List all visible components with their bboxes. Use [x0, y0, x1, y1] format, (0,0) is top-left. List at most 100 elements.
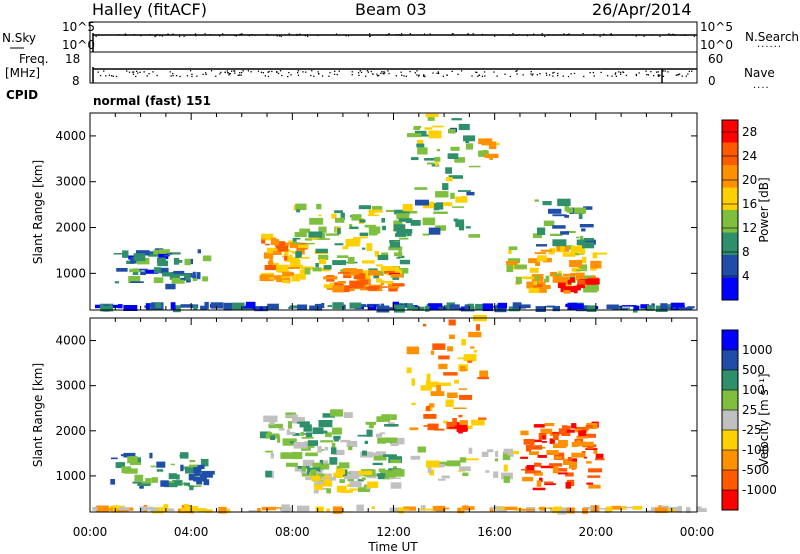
- velocity-echo-cell: [503, 448, 514, 454]
- velocity-echo-cell: [471, 419, 485, 426]
- velocity-echo-cell: [595, 458, 605, 461]
- nsearch-dot: [161, 35, 163, 37]
- power-echo-cell: [537, 255, 547, 262]
- nsearch-dot: [234, 34, 236, 36]
- velocity-echo-cell: [574, 428, 582, 431]
- velocity-echo-cell: [520, 456, 528, 459]
- nave-dot: [317, 71, 319, 73]
- power-colorbar-swatch: [722, 187, 738, 210]
- power-echo-cell: [594, 284, 599, 291]
- velocity-echo-cell: [576, 440, 581, 447]
- nsearch-dot: [472, 33, 474, 35]
- nsearch-dot: [674, 34, 677, 36]
- nsearch-dot: [279, 35, 281, 37]
- power-echo-cell: [327, 305, 332, 308]
- nsearch-dot: [638, 34, 640, 36]
- power-echo-cell: [402, 211, 410, 215]
- nave-dot: [650, 71, 652, 73]
- nave-dot: [257, 70, 260, 72]
- velocity-echo-cell: [343, 476, 358, 480]
- nsearch-dot: [651, 34, 653, 36]
- nave-dot: [152, 71, 154, 73]
- power-echo-cell: [354, 283, 366, 286]
- nave-dot: [618, 71, 620, 73]
- nave-dot: [438, 72, 440, 74]
- nave-dot: [573, 72, 576, 75]
- power-echo-cell: [475, 303, 486, 310]
- velocity-colorbar-tick-label: -500: [742, 463, 769, 477]
- nave-dot: [175, 75, 178, 77]
- velocity-echo-cell: [113, 505, 119, 513]
- velocity-echo-cell: [165, 508, 175, 512]
- nsearch-dot: [251, 34, 253, 36]
- power-echo-cell: [291, 274, 300, 282]
- velocity-echo-cell: [160, 480, 169, 487]
- power-echo-cell: [353, 273, 361, 280]
- velocity-echo-cell: [195, 464, 205, 470]
- velocity-echo-cell: [536, 480, 542, 487]
- time-tick-label: 12:00: [376, 525, 411, 539]
- power-echo-cell: [512, 302, 522, 309]
- nsearch-dot: [467, 33, 469, 35]
- nave-dot: [359, 70, 361, 72]
- velocity-echo-cell: [267, 431, 272, 434]
- velocity-echo-cell: [372, 462, 383, 466]
- velocity-echo-cell: [551, 432, 562, 434]
- power-echo-cell: [369, 273, 383, 276]
- power-echo-cell: [380, 303, 385, 309]
- nave-dot: [156, 74, 158, 77]
- velocity-echo-cell: [191, 508, 207, 510]
- velocity-echo-cell: [549, 438, 555, 444]
- nsearch-dot: [219, 35, 221, 37]
- nave-dot: [478, 74, 480, 76]
- velocity-echo-cell: [654, 507, 668, 513]
- cpid-value: normal (fast) 151: [93, 94, 211, 108]
- velocity-echo-cell: [336, 485, 347, 493]
- power-echo-cell: [388, 246, 403, 251]
- power-echo-cell: [428, 130, 442, 139]
- power-echo-cell: [318, 268, 331, 272]
- power-echo-cell: [374, 251, 380, 257]
- velocity-echo-cell: [406, 367, 412, 374]
- velocity-echo-cell: [597, 508, 609, 510]
- nave-dot: [403, 75, 405, 77]
- nave-dot: [205, 72, 207, 74]
- velocity-echo-cell: [677, 505, 682, 513]
- velocity-echo-cell: [338, 462, 350, 469]
- nsky-tick-top: 10^5: [62, 20, 95, 34]
- power-echo-cell: [670, 302, 685, 310]
- nsearch-dot: [149, 34, 151, 36]
- nsearch-dot: [222, 33, 224, 35]
- power-echo-cell: [560, 231, 569, 235]
- power-echo-cell: [148, 253, 161, 257]
- power-echo-cell: [414, 187, 428, 190]
- power-echo-cell: [458, 123, 470, 131]
- velocity-echo-cell: [292, 417, 305, 424]
- nsearch-dot: [239, 33, 241, 35]
- velocity-echo-cell: [150, 465, 156, 468]
- nave-dot: [383, 71, 385, 73]
- nsearch-dot: [240, 33, 242, 35]
- velocity-echo-cell: [458, 388, 467, 390]
- velocity-echo-cell: [357, 487, 371, 492]
- power-echo-cell: [165, 283, 176, 290]
- nave-dot: [432, 72, 434, 74]
- velocity-echo-cell: [156, 469, 164, 472]
- nave-dot: [313, 75, 315, 77]
- nsearch-dot: [159, 35, 161, 37]
- velocity-echo-cell: [375, 433, 383, 438]
- nave-dot: [302, 71, 304, 73]
- nave-dot: [592, 71, 594, 74]
- power-echo-cell: [394, 252, 403, 257]
- nave-dot: [242, 70, 244, 72]
- velocity-echo-cell: [581, 451, 586, 453]
- velocity-echo-cell: [364, 440, 368, 444]
- power-echo-cell: [442, 183, 449, 190]
- power-echo-cell: [393, 305, 405, 313]
- power-echo-cell: [202, 276, 209, 282]
- power-echo-cell: [660, 303, 668, 311]
- power-echo-cell: [574, 207, 587, 214]
- velocity-echo-cell: [362, 450, 367, 456]
- velocity-echo-cell: [523, 439, 535, 445]
- velocity-echo-cell: [376, 416, 385, 422]
